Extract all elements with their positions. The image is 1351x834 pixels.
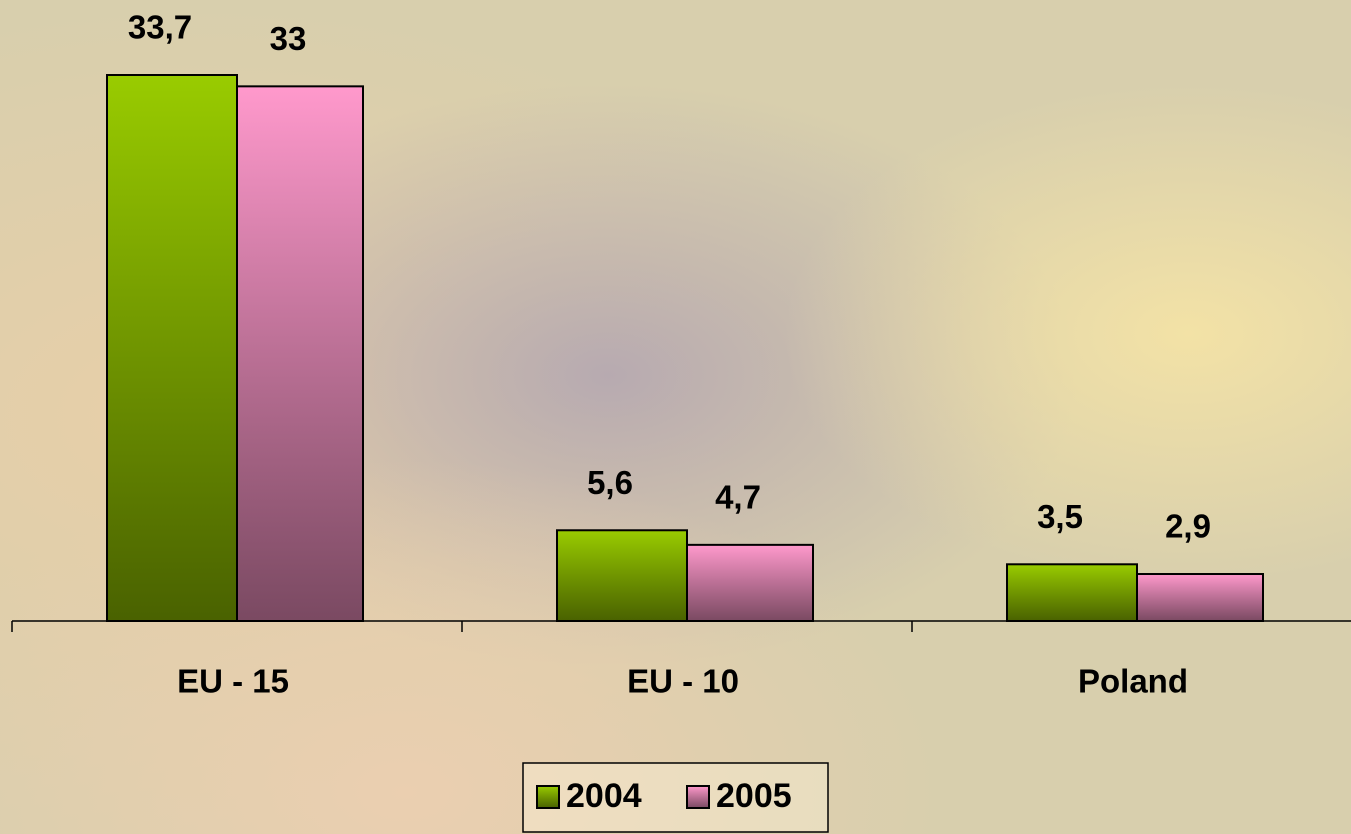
x-tick-label: Poland (1078, 663, 1188, 700)
data-label: 3,5 (1037, 498, 1083, 535)
bar (1136, 573, 1264, 622)
bar (106, 74, 238, 622)
data-label: 2,9 (1165, 508, 1211, 545)
bar (556, 529, 688, 622)
legend: 2004 2005 (522, 762, 829, 833)
legend-label: 2005 (716, 777, 792, 815)
x-tick-label: EU - 10 (627, 663, 739, 700)
data-label: 5,6 (587, 464, 633, 501)
data-label: 33 (270, 20, 307, 57)
data-label: 4,7 (715, 479, 761, 516)
x-tick-label: EU - 15 (177, 663, 289, 700)
legend-box (522, 762, 829, 833)
legend-swatch (686, 785, 710, 809)
bar (686, 543, 814, 622)
legend-swatch (536, 785, 560, 809)
data-label: 33,7 (128, 9, 192, 46)
legend-label: 2004 (566, 777, 642, 815)
bar (236, 85, 364, 622)
bar (1006, 563, 1138, 622)
